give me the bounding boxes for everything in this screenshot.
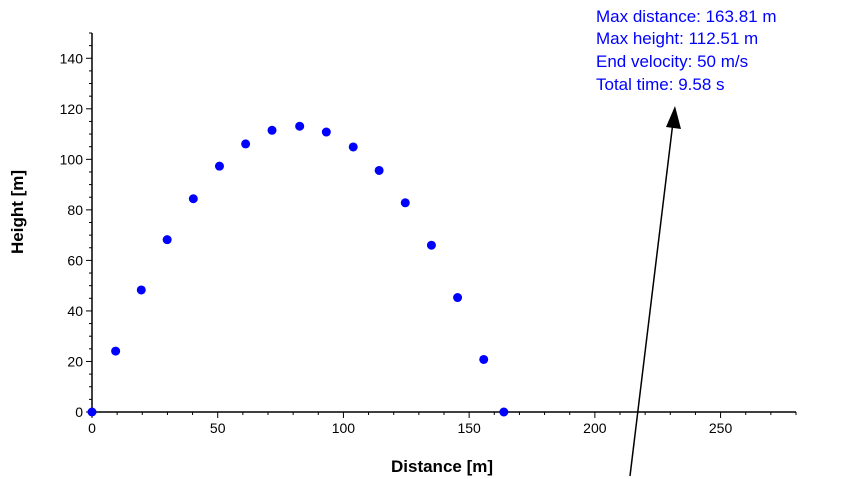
y-axis-title: Height [m] <box>8 170 27 254</box>
y-tick-label: 40 <box>67 303 83 319</box>
x-tick-label: 200 <box>583 420 607 436</box>
data-point <box>111 346 121 356</box>
y-tick-label: 80 <box>67 202 83 218</box>
y-tick-label: 0 <box>75 404 83 420</box>
tick-labels: 0 50 100 150 200 250 0 20 40 60 80 100 120 140 <box>60 50 733 436</box>
arrow-head <box>666 106 681 129</box>
data-point <box>162 235 172 245</box>
x-tick-label: 100 <box>332 420 356 436</box>
y-tick-label: 20 <box>67 353 83 369</box>
data-point <box>295 121 305 131</box>
arrow-shaft <box>629 121 674 477</box>
x-tick-label: 0 <box>88 420 96 436</box>
data-point <box>479 354 489 364</box>
y-tick-label: 140 <box>60 50 84 66</box>
info-box: Max distance: 163.81 m Max height: 112.5… <box>596 7 776 94</box>
x-tick-label: 150 <box>457 420 481 436</box>
data-points <box>87 121 509 417</box>
data-point <box>400 198 410 208</box>
x-tick-label: 50 <box>210 420 226 436</box>
y-tick-label: 120 <box>60 101 84 117</box>
data-point <box>499 407 509 417</box>
info-line-max-height: Max height: 112.51 m <box>596 29 758 48</box>
data-point <box>348 142 358 152</box>
ticks <box>86 32 797 418</box>
data-point <box>136 285 146 295</box>
data-point <box>241 139 251 149</box>
pointer-arrow <box>629 106 681 477</box>
y-tick-label: 60 <box>67 252 83 268</box>
info-line-total-time: Total time: 9.58 s <box>596 75 725 94</box>
data-point <box>426 240 436 250</box>
data-point <box>188 194 198 204</box>
data-point <box>321 127 331 137</box>
y-tick-label: 100 <box>60 151 84 167</box>
data-point <box>267 125 277 135</box>
data-point <box>87 407 97 417</box>
x-tick-label: 250 <box>709 420 733 436</box>
data-point <box>214 161 224 171</box>
info-line-max-distance: Max distance: 163.81 m <box>596 7 776 26</box>
data-point <box>374 165 384 175</box>
info-line-end-velocity: End velocity: 50 m/s <box>596 52 748 71</box>
x-axis-title: Distance [m] <box>391 457 493 476</box>
data-point <box>453 293 463 303</box>
